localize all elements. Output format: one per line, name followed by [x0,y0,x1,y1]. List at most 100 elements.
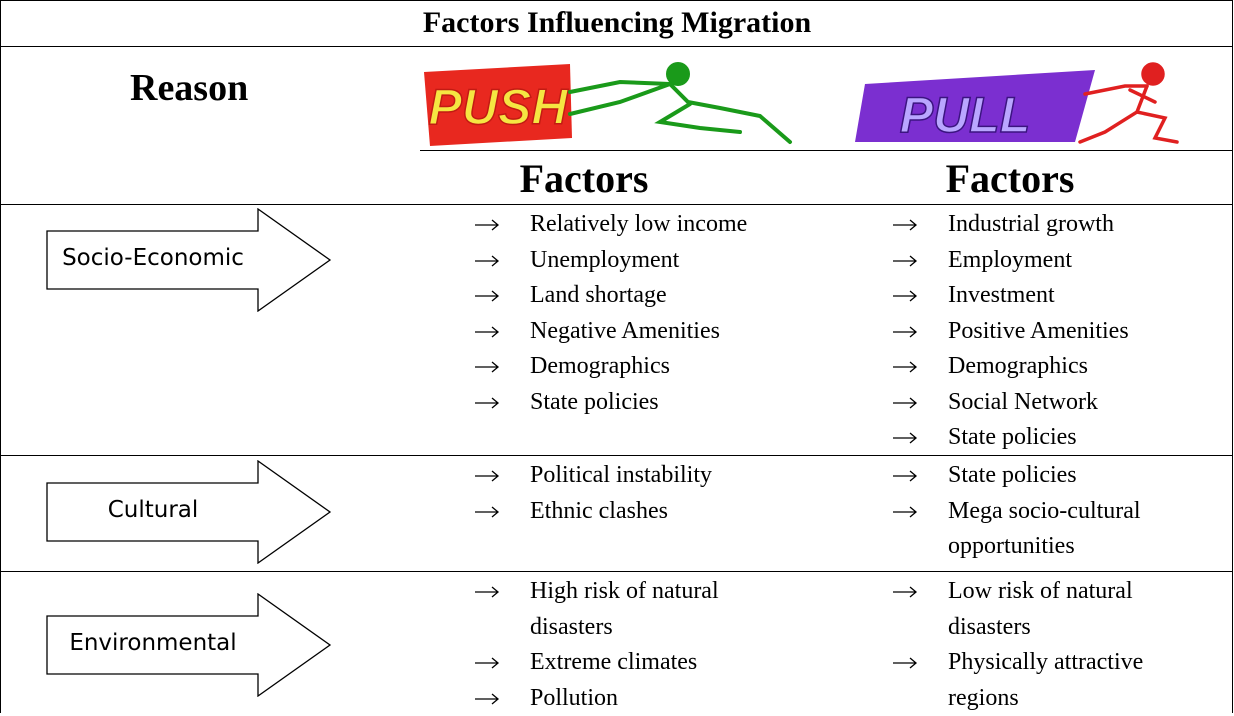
push-factors-header: Factors [434,155,734,202]
bullet-arrow [892,290,918,302]
bullet-arrow-shape [475,291,498,301]
bullet-arrow [474,361,500,373]
table-border [0,0,1,713]
bullet-arrow-shape [475,256,498,266]
pull-factor: Physically attractive regions [892,645,1162,716]
pull-factor: State policies [892,420,1162,456]
push-factor: Demographics [474,349,764,385]
push-factor: Extreme climates [474,645,764,681]
factor-text: Social Network [948,389,1098,415]
pull-factor: Industrial growth [892,207,1162,243]
image-baseline [420,150,1233,151]
bullet-arrow-shape [475,694,498,704]
bullet-arrow-shape [893,398,916,408]
push-factor: Political instability [474,458,764,494]
bullet-arrow [892,432,918,444]
pull-factor: State policies [892,458,1162,494]
table-title: Factors Influencing Migration [0,6,1234,40]
pull-label: PULL [900,87,1031,143]
bullet-arrow [892,255,918,267]
bullet-arrow-shape [893,220,916,230]
bullet-arrow-shape [893,433,916,443]
bullet-arrow [892,361,918,373]
reason-label: Environmental [47,630,259,656]
pull-factor: Social Network [892,385,1162,421]
factor-text: Physically attractive regions [948,649,1143,711]
bullet-arrow [474,290,500,302]
pull-factor: Demographics [892,349,1162,385]
bullet-arrow-shape [893,256,916,266]
factor-text: Pollution [530,685,618,711]
factor-text: Employment [948,247,1072,273]
factor-text: Political instability [530,462,712,488]
factor-text: Extreme climates [530,649,697,675]
push-label: PUSH [429,79,569,135]
push-factor-list: Relatively low income Unemployment Land sh… [474,207,764,420]
bullet-arrow [892,470,918,482]
pull-image: PULL [855,62,1185,150]
factor-text: Negative Amenities [530,318,720,344]
bullet-arrow-shape [475,327,498,337]
factor-text: Investment [948,282,1055,308]
bullet-arrow-shape [475,220,498,230]
push-factor: Land shortage [474,278,764,314]
bullet-arrow-shape [475,398,498,408]
pull-factor-list: Low risk of natural disasters Physically … [892,574,1162,716]
bullet-arrow [474,326,500,338]
bullet-arrow-shape [475,507,498,517]
bullet-arrow-shape [893,587,916,597]
push-factor: Negative Amenities [474,314,764,350]
bullet-arrow-shape [475,471,498,481]
pull-factor: Investment [892,278,1162,314]
bullet-arrow [892,219,918,231]
push-factor: Pollution [474,681,764,716]
row-divider [0,571,1233,572]
push-factor: Relatively low income [474,207,764,243]
bullet-arrow-shape [893,658,916,668]
pull-factor: Positive Amenities [892,314,1162,350]
factor-text: Unemployment [530,247,679,273]
pull-factor-list: State policies Mega socio-cultural opport… [892,458,1162,565]
factor-text: Relatively low income [530,211,747,237]
bullet-arrow [892,397,918,409]
factor-text: Demographics [948,353,1088,379]
bullet-arrow [892,657,918,669]
bullet-arrow [474,586,500,598]
pull-factor-list: Industrial growth Employment Investment Pos… [892,207,1162,456]
factor-text: Positive Amenities [948,318,1129,344]
factor-text: Low risk of natural disasters [948,578,1133,640]
bullet-arrow [474,255,500,267]
push-image: PUSH [420,62,810,150]
factor-text: State policies [530,389,659,415]
pull-factor: Low risk of natural disasters [892,574,1162,645]
row-divider [0,46,1233,47]
bullet-arrow-shape [893,471,916,481]
bullet-arrow-shape [475,587,498,597]
pull-factor: Employment [892,243,1162,279]
push-factor-list: Political instability Ethnic clashes [474,458,764,529]
factor-text: Mega socio-cultural opportunities [948,498,1141,560]
bullet-arrow [474,470,500,482]
factor-text: State policies [948,462,1077,488]
bullet-arrow [474,657,500,669]
bullet-arrow-shape [893,291,916,301]
table-border [1232,0,1233,713]
bullet-arrow-shape [893,362,916,372]
bullet-arrow [892,586,918,598]
bullet-arrow [474,219,500,231]
push-factor: Unemployment [474,243,764,279]
pull-factors-header: Factors [860,155,1160,202]
bullet-arrow-shape [893,507,916,517]
table-border [0,0,1233,1]
bullet-arrow [892,506,918,518]
bullet-arrow [892,326,918,338]
reason-label: Socio-Economic [47,245,259,271]
factor-text: Demographics [530,353,670,379]
factor-text: Industrial growth [948,211,1114,237]
factor-text: Ethnic clashes [530,498,668,524]
bullet-arrow-shape [893,327,916,337]
push-factor: State policies [474,385,764,421]
bullet-arrow [474,506,500,518]
